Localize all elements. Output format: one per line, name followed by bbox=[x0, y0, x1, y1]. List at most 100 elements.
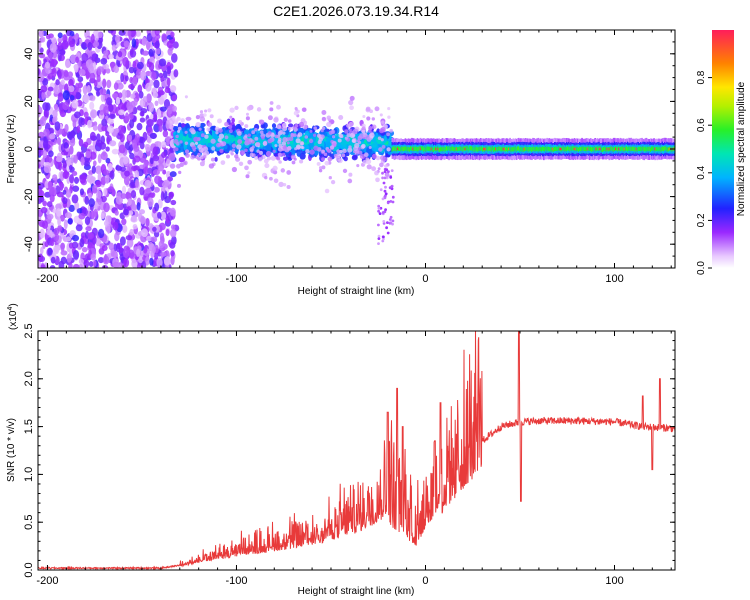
heatmap-cell bbox=[120, 193, 127, 199]
heatmap-cell bbox=[46, 90, 52, 97]
heatmap-cell bbox=[431, 147, 434, 152]
heatmap-cell bbox=[575, 146, 578, 152]
heatmap-cell bbox=[301, 107, 307, 112]
heatmap-cell bbox=[261, 154, 266, 160]
heatmap-cell bbox=[71, 170, 78, 177]
y-tick-label: 0.0 bbox=[23, 562, 35, 577]
heatmap-cell bbox=[84, 195, 90, 205]
heatmap-cell bbox=[247, 141, 252, 145]
heatmap-cell bbox=[125, 235, 133, 241]
heatmap-cell bbox=[276, 104, 281, 110]
heatmap-cell bbox=[135, 178, 139, 188]
heatmap-cell bbox=[406, 147, 409, 152]
heatmap-cell bbox=[143, 247, 148, 254]
heatmap-cell bbox=[109, 140, 117, 147]
heatmap-cell bbox=[528, 147, 531, 152]
heatmap-cell bbox=[293, 133, 297, 137]
heatmap-cell bbox=[42, 200, 48, 207]
heatmap-cell bbox=[114, 127, 120, 134]
heatmap-cell bbox=[117, 51, 123, 58]
heatmap-cell bbox=[107, 125, 114, 134]
heatmap-cell bbox=[103, 188, 108, 197]
heatmap-cell bbox=[128, 249, 135, 259]
heatmap-cell bbox=[111, 44, 117, 52]
heatmap-cell bbox=[173, 69, 179, 78]
heatmap-cell bbox=[387, 107, 391, 111]
heatmap-cell bbox=[352, 129, 358, 135]
heatmap-cell bbox=[137, 84, 143, 93]
heatmap-cell bbox=[281, 141, 287, 146]
heatmap-cell bbox=[150, 236, 158, 243]
heatmap-cell bbox=[148, 48, 154, 57]
heatmap-cell bbox=[41, 91, 46, 100]
heatmap-cell bbox=[73, 63, 79, 73]
heatmap-cell bbox=[661, 146, 664, 151]
heatmap-cell bbox=[52, 109, 58, 119]
heatmap-cell bbox=[628, 146, 630, 151]
heatmap-cell bbox=[184, 130, 188, 134]
heatmap-cell bbox=[368, 145, 372, 150]
heatmap-cell bbox=[544, 147, 546, 152]
heatmap-cell bbox=[382, 235, 385, 239]
heatmap-cell bbox=[411, 146, 413, 151]
heatmap-cell bbox=[86, 84, 91, 94]
heatmap-cell bbox=[44, 180, 50, 189]
heatmap-cell bbox=[184, 141, 189, 145]
heatmap-cell bbox=[150, 71, 157, 81]
heatmap-cell bbox=[312, 133, 317, 137]
heatmap-cell bbox=[273, 152, 280, 158]
heatmap-cell bbox=[62, 197, 68, 205]
heatmap-cell bbox=[321, 157, 325, 162]
colorbar-tick-label: 0.6 bbox=[696, 118, 707, 132]
heatmap-cell bbox=[171, 115, 176, 121]
heatmap-cell bbox=[57, 92, 64, 102]
heatmap-cell bbox=[103, 105, 109, 116]
heatmap-cell bbox=[77, 82, 83, 89]
heatmap-cell bbox=[377, 204, 381, 208]
colorbar-tick-label: 0.4 bbox=[696, 165, 707, 179]
heatmap-cell bbox=[282, 126, 288, 132]
heatmap-cell bbox=[132, 224, 138, 230]
heatmap-cell bbox=[159, 106, 167, 112]
heatmap-cell bbox=[538, 146, 541, 152]
heatmap-cell bbox=[663, 146, 665, 152]
heatmap-cell bbox=[144, 188, 152, 194]
heatmap-cell bbox=[87, 241, 93, 249]
heatmap-cell bbox=[66, 156, 72, 166]
heatmap-cell bbox=[47, 72, 54, 80]
heatmap-cell bbox=[47, 86, 54, 92]
heatmap-cell bbox=[88, 260, 94, 268]
heatmap-cell bbox=[166, 77, 171, 87]
heatmap-cell bbox=[643, 147, 646, 152]
heatmap-cell bbox=[228, 129, 233, 134]
heatmap-cell bbox=[463, 146, 466, 151]
heatmap-cell bbox=[389, 215, 393, 219]
heatmap-cell bbox=[114, 210, 119, 216]
x-tick-label: -100 bbox=[225, 575, 247, 587]
heatmap-cell bbox=[156, 257, 163, 268]
heatmap-cell bbox=[127, 30, 132, 37]
heatmap-cell bbox=[129, 228, 134, 236]
heatmap-cell bbox=[54, 121, 61, 131]
heatmap-cell bbox=[584, 146, 587, 152]
heatmap-cell bbox=[294, 107, 298, 112]
heatmap-cell bbox=[337, 138, 342, 143]
heatmap-cell bbox=[42, 149, 48, 159]
heatmap-cell bbox=[153, 79, 160, 89]
heatmap-cell bbox=[395, 147, 398, 152]
heatmap-cell bbox=[349, 105, 354, 111]
heatmap-cell bbox=[42, 102, 49, 111]
heatmap-cell bbox=[164, 87, 171, 94]
heatmap-cell bbox=[451, 146, 454, 151]
heatmap-cell bbox=[514, 146, 517, 151]
heatmap-cell bbox=[510, 147, 512, 152]
heatmap-cell bbox=[258, 157, 263, 162]
heatmap-cell bbox=[593, 147, 595, 152]
heatmap-cell bbox=[347, 178, 353, 184]
heatmap-cell bbox=[55, 156, 63, 163]
heatmap-region-diffuse-noise bbox=[38, 30, 180, 268]
heatmap-cell bbox=[40, 264, 46, 268]
heatmap-cell bbox=[163, 256, 171, 266]
heatmap-cell bbox=[646, 146, 649, 151]
heatmap-cell bbox=[123, 208, 129, 216]
